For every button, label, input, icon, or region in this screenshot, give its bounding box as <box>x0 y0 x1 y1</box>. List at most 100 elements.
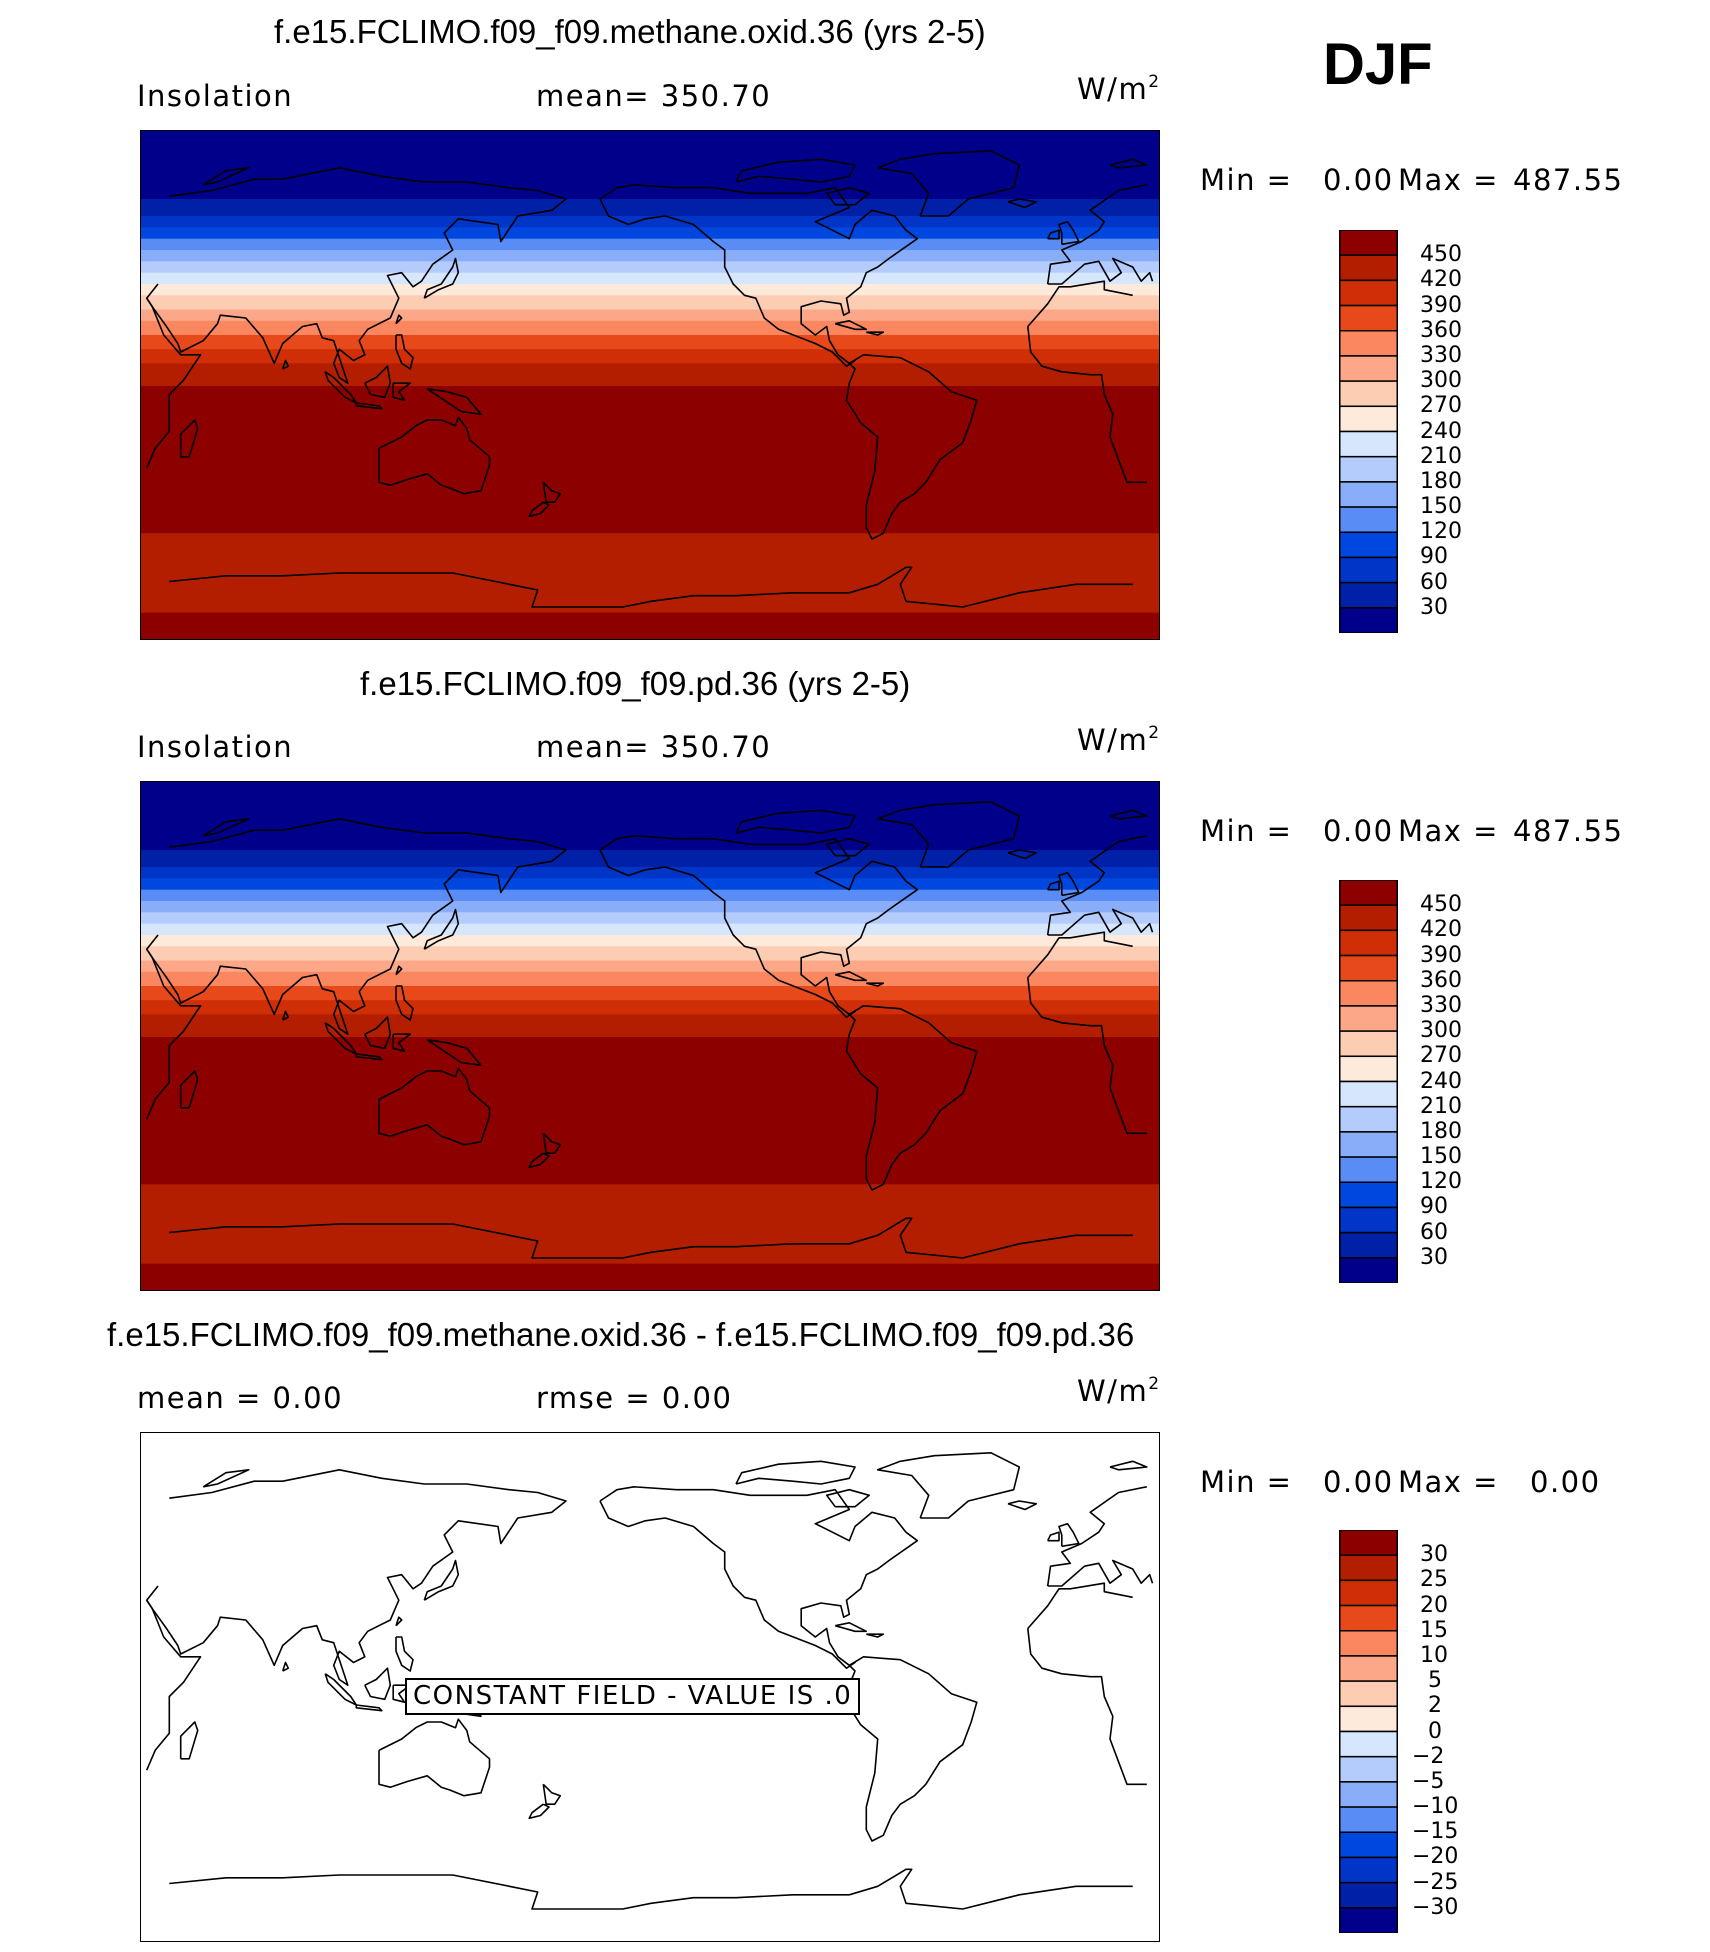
colorbar-bin <box>1339 880 1398 906</box>
coastline <box>845 354 978 540</box>
zonal-band <box>141 986 1159 1001</box>
coastline <box>1027 1582 1133 1630</box>
colorbar-bin <box>1339 1730 1398 1758</box>
colorbar-tick-label: −2 <box>1412 1743 1445 1769</box>
colorbar-bin <box>1339 230 1398 256</box>
coastline <box>202 166 250 186</box>
coastline <box>1007 198 1038 209</box>
zonal-band <box>141 295 1159 311</box>
coastline <box>1046 1486 1147 1587</box>
zonal-band <box>141 272 1159 285</box>
panel-3-map-svg <box>145 1451 1154 1910</box>
zonal-band <box>141 1014 1159 1038</box>
coastline <box>1109 158 1148 169</box>
colorbar-bin <box>1339 1831 1398 1859</box>
coastline <box>845 1005 978 1191</box>
panel-1-max-value: 487.55 <box>1513 163 1624 197</box>
zonal-band <box>141 216 1159 228</box>
coastline <box>566 1217 1133 1259</box>
zonal-band <box>141 199 1159 217</box>
colorbar-tick-label: 240 <box>1420 1068 1462 1094</box>
colorbar-tick-label: 360 <box>1420 317 1462 343</box>
coastlines <box>145 149 1154 608</box>
coastline <box>1027 280 1133 328</box>
coastline <box>169 1874 566 1910</box>
zonal-band <box>141 946 1159 962</box>
coastline <box>825 837 871 857</box>
coastline <box>825 186 871 206</box>
panel-3-mean-label: mean = 0.00 <box>137 1381 344 1415</box>
coastlines <box>145 1451 1154 1910</box>
panel-2-map-svg <box>141 782 1159 1290</box>
zonal-band <box>141 901 1159 913</box>
colorbar-bin <box>1339 304 1398 332</box>
zonal-band <box>141 923 1159 936</box>
zonal-band <box>141 363 1159 387</box>
coastline <box>542 1132 562 1155</box>
coastline <box>395 965 403 976</box>
panel-3-max-value: 0.00 <box>1530 1465 1601 1499</box>
zonal-band <box>141 227 1159 240</box>
panel-1-min-label: Min = <box>1200 163 1293 197</box>
panel-2-min-value: 0.00 <box>1323 814 1394 848</box>
coastline <box>169 1223 566 1259</box>
coastline <box>355 402 383 410</box>
panel-3-title: f.e15.FCLIMO.f09_f09.methane.oxid.36 - f… <box>107 1316 1135 1353</box>
zonal-band <box>141 284 1159 296</box>
coastline <box>281 1661 290 1672</box>
panel-1-max-label: Max = <box>1398 163 1499 197</box>
panel-3-min-label: Min = <box>1200 1465 1293 1499</box>
panel-2-title: f.e15.FCLIMO.f09_f09.pd.36 (yrs 2-5) <box>360 665 911 702</box>
coastline <box>566 1868 1133 1910</box>
coastline <box>1046 880 1060 891</box>
zonal-band <box>141 1037 1159 1185</box>
coastline <box>202 1468 250 1488</box>
colorbar-tick-label: 330 <box>1420 342 1462 368</box>
colorbar-bin <box>1339 1554 1398 1582</box>
colorbar-bin <box>1339 1604 1398 1632</box>
zonal-band <box>141 960 1159 973</box>
panel-3-map <box>140 1432 1160 1942</box>
zonal-band <box>141 889 1159 902</box>
colorbar-tick-label: 240 <box>1420 418 1462 444</box>
coastline <box>423 908 460 950</box>
coastline <box>179 1721 199 1760</box>
panel-1-map <box>140 130 1160 640</box>
panel-2-max-value: 487.55 <box>1513 814 1624 848</box>
coastline <box>378 416 491 495</box>
colorbar-bin <box>1339 1630 1398 1657</box>
panel-2-map <box>140 781 1160 1291</box>
panel-1-variable-label: Insolation <box>137 79 294 113</box>
panel-1-colorbar-svg <box>1339 230 1398 633</box>
coastline <box>1027 977 1147 1135</box>
colorbar-tick-label: 2 <box>1428 1693 1442 1719</box>
colorbar-bin <box>1339 1579 1398 1607</box>
coastline <box>179 419 199 458</box>
colorbar-bin <box>1339 1231 1398 1259</box>
coastline <box>528 1152 550 1169</box>
panel-2-max-label: Max = <box>1398 814 1499 848</box>
colorbar-bin <box>1339 1680 1398 1708</box>
zonal-band <box>141 320 1159 336</box>
zonal-band <box>141 912 1159 925</box>
coastline <box>378 1067 491 1146</box>
coastline <box>281 1010 290 1021</box>
panel-3-min-value: 0.00 <box>1323 1465 1394 1499</box>
coastline <box>1109 1460 1148 1471</box>
colorbar-tick-label: −20 <box>1412 1844 1459 1870</box>
panel-1-colorbar <box>1339 230 1398 633</box>
panel-1-min-value: 0.00 <box>1323 163 1394 197</box>
coastline <box>866 982 885 987</box>
colorbar-tick-label: 210 <box>1420 1093 1462 1119</box>
colorbar-bin <box>1339 1131 1398 1158</box>
colorbar-bin <box>1339 1181 1398 1209</box>
coastline <box>1046 835 1147 936</box>
zonal-band <box>141 782 1159 851</box>
colorbar-bin <box>1339 1156 1398 1183</box>
colorbar-bin <box>1339 1206 1398 1234</box>
colorbar-bin <box>1339 481 1398 508</box>
colorbar-bin <box>1339 954 1398 982</box>
coastline <box>834 320 868 331</box>
coastline <box>1046 229 1060 240</box>
colorbar-tick-label: 120 <box>1420 519 1462 545</box>
